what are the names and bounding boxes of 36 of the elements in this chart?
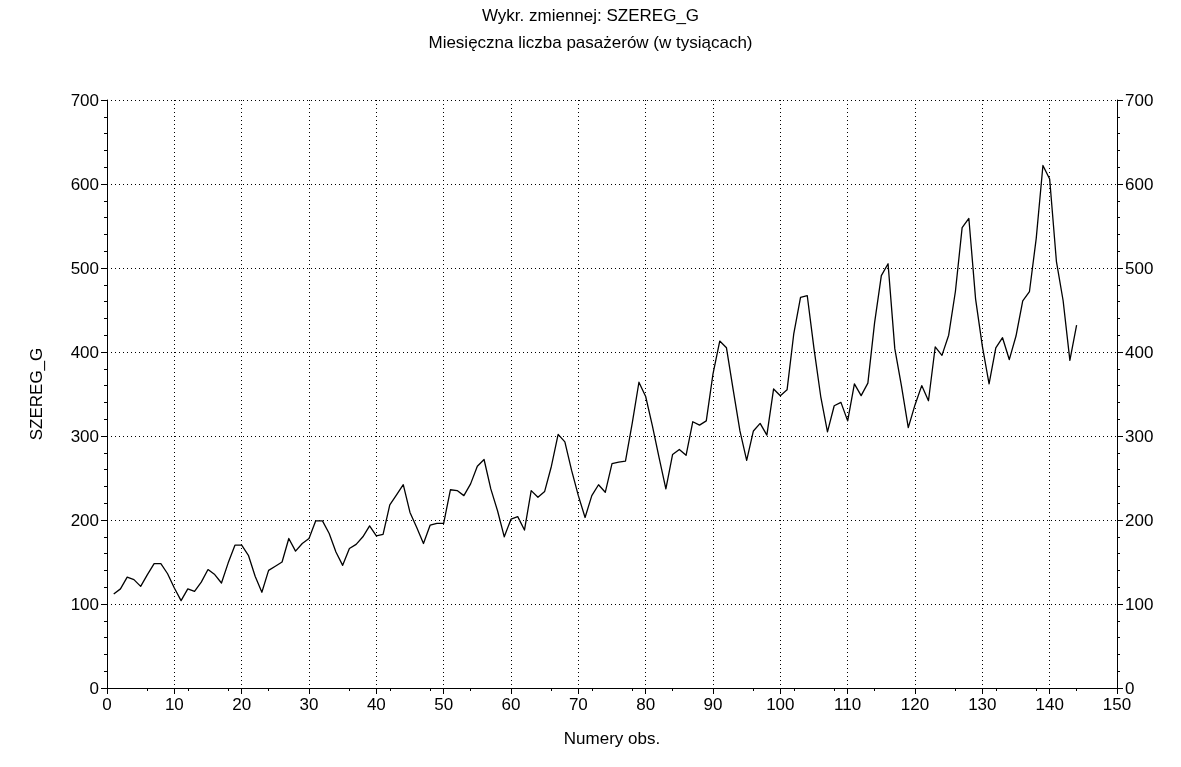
y-tick-label: 400 (70, 342, 99, 362)
x-tick-label: 110 (834, 695, 862, 714)
x-tick-label: 100 (766, 695, 795, 714)
y-tick-label: 600 (70, 174, 99, 194)
x-tick-label: 80 (636, 695, 656, 714)
x-tick-label: 30 (299, 695, 319, 714)
x-tick-label: 40 (366, 695, 386, 714)
x-tick-label: 140 (1035, 695, 1064, 714)
x-tick-label: 20 (232, 695, 252, 714)
y-tick-label: 700 (70, 90, 99, 110)
x-tick-label: 70 (568, 695, 588, 714)
y-tick-label: 300 (70, 426, 99, 446)
y2-tick-label: 100 (1125, 594, 1154, 614)
chart-subtitle: Miesięczna liczba pasażerów (w tysiącach) (428, 33, 753, 52)
x-tick-label: 130 (968, 695, 997, 714)
y-axis-title: SZEREG_G (27, 347, 46, 441)
x-tick-label: 120 (900, 695, 930, 714)
y-tick-label: 500 (70, 258, 99, 278)
y2-tick-label: 300 (1125, 426, 1154, 446)
y2-tick-label: 500 (1125, 258, 1154, 278)
x-axis-title: Numery obs. (563, 729, 661, 748)
y2-tick-label: 600 (1125, 174, 1154, 194)
x-tick-label: 60 (501, 695, 521, 714)
y2-tick-label: 400 (1125, 342, 1154, 362)
y2-tick-label: 200 (1125, 510, 1154, 530)
chart-title: Wykr. zmiennej: SZEREG_G (481, 6, 700, 25)
y2-tick-label: 700 (1125, 90, 1154, 110)
x-tick-label: 150 (1102, 695, 1132, 714)
x-tick-label: 90 (703, 695, 723, 714)
x-tick-label: 50 (434, 695, 454, 714)
y2-tick-label: 0 (1125, 678, 1135, 698)
y-tick-label: 100 (70, 594, 99, 614)
y-tick-label: 200 (70, 510, 99, 530)
x-tick-label: 10 (164, 695, 184, 714)
y-tick-label: 0 (89, 678, 99, 698)
x-tick-label: 0 (102, 695, 112, 714)
